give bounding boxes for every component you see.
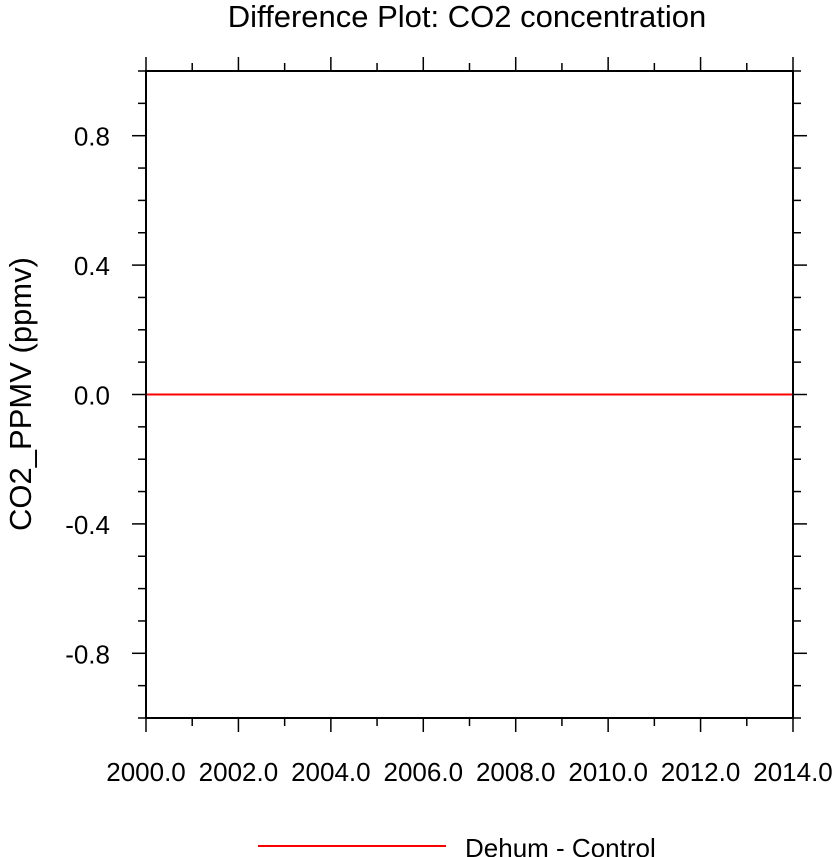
- plot-frame: [145, 70, 794, 719]
- y-tick-label: 0.4: [74, 251, 110, 281]
- legend-label: Dehum - Control: [465, 833, 656, 857]
- y-tick-label: 0.8: [74, 122, 110, 152]
- x-tick-label: 2002.0: [199, 757, 279, 787]
- x-tick-label: 2014.0: [753, 757, 833, 787]
- x-tick-label: 2006.0: [384, 757, 464, 787]
- x-tick-label: 2012.0: [661, 757, 741, 787]
- x-tick-label: 2004.0: [291, 757, 371, 787]
- x-tick-label: 2008.0: [476, 757, 556, 787]
- y-tick-label: -0.4: [65, 510, 110, 540]
- chart-title: Difference Plot: CO2 concentration: [228, 0, 706, 34]
- y-tick-label: 0.0: [74, 381, 110, 411]
- x-tick-label: 2000.0: [106, 757, 186, 787]
- x-tick-label: 2010.0: [568, 757, 648, 787]
- ticks-layer: [132, 57, 807, 732]
- y-tick-label: -0.8: [65, 639, 110, 669]
- tick-label-layer: 0.8 0.4 0.0 -0.4 -0.8 2000.0 2002.0 2004.0 2006.…: [65, 122, 833, 787]
- legend: Dehum - Control: [258, 833, 656, 857]
- y-axis-label: CO2_PPMV (ppmv): [3, 257, 38, 531]
